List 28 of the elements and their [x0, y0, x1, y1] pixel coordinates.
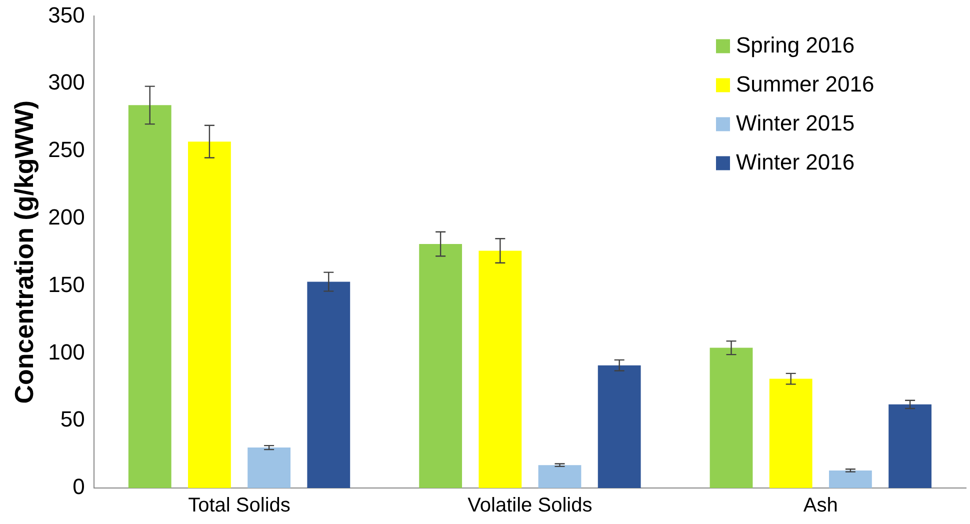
y-tick-label: 150 [48, 272, 85, 297]
legend-label: Winter 2015 [736, 110, 855, 136]
bar [828, 470, 872, 488]
legend-label: Summer 2016 [736, 71, 874, 96]
y-axis-title: Concentration (g/kgWW) [8, 100, 39, 404]
x-tick-label: Volatile Solids [468, 494, 592, 517]
y-tick-label: 350 [48, 2, 85, 28]
y-tick-label: 0 [72, 474, 85, 500]
bar [248, 448, 291, 488]
bar [888, 404, 932, 488]
bar [538, 465, 582, 488]
legend-label: Winter 2016 [736, 149, 855, 174]
x-tick-label: Total Solids [188, 494, 290, 517]
y-tick-label: 200 [48, 204, 85, 230]
y-tick-label: 250 [48, 137, 85, 162]
x-tick-label: Ash [803, 494, 838, 517]
y-tick-label: 300 [48, 70, 85, 95]
bar [188, 142, 231, 488]
bar [478, 250, 522, 488]
bar [128, 105, 172, 488]
bar [307, 282, 350, 488]
bar [598, 365, 641, 488]
y-tick-label: 100 [48, 339, 85, 364]
bar [710, 348, 753, 488]
bar [419, 244, 462, 488]
y-tick-label: 50 [60, 406, 85, 432]
legend-label: Spring 2016 [736, 32, 855, 58]
bar [769, 378, 812, 488]
